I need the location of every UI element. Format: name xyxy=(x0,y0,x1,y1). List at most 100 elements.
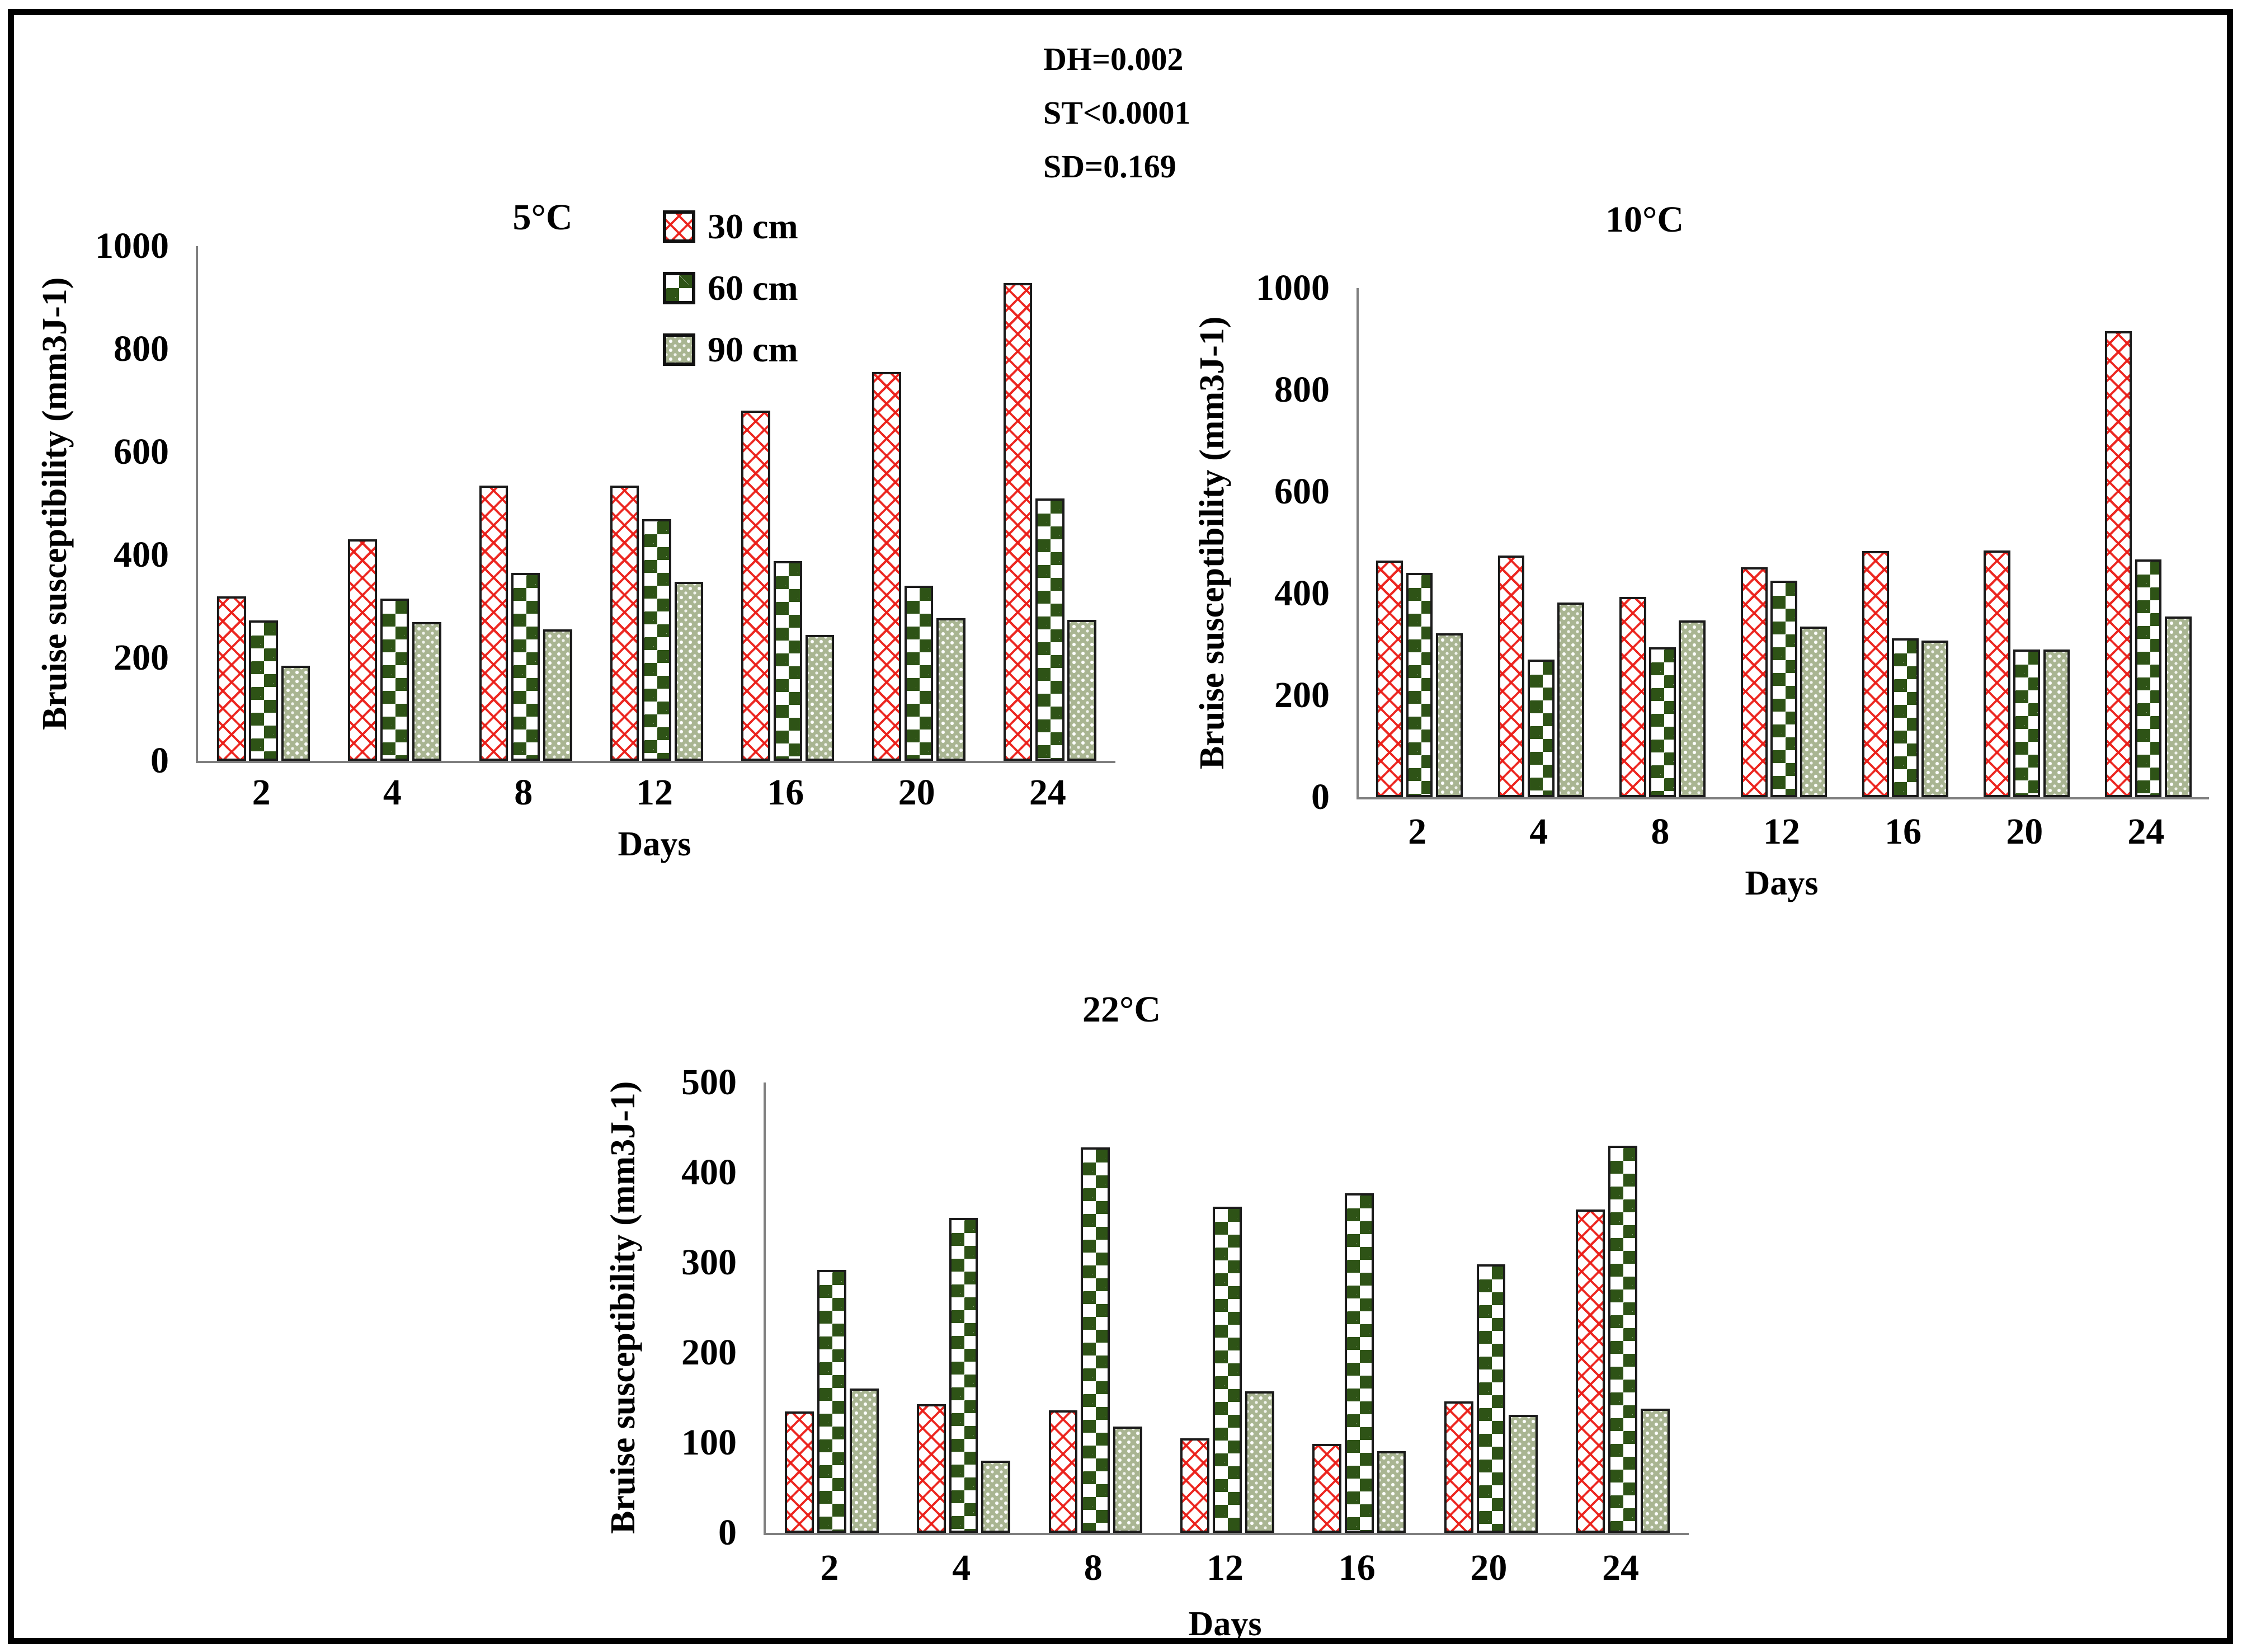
x-tick-label: 8 xyxy=(514,772,533,813)
bar-22°C-day4-60cm xyxy=(949,1217,978,1533)
bar-5°C-day8-60cm xyxy=(511,573,540,761)
chart-title: 10°C xyxy=(1605,199,1684,240)
bar-10°C-day4-60cm xyxy=(1527,660,1555,797)
legend-item-30cm: 30 cm xyxy=(663,206,798,247)
bar-10°C-day16-90cm xyxy=(1921,640,1949,797)
y-tick-label: 200 xyxy=(114,637,169,678)
y-tick-label: 100 xyxy=(681,1422,737,1463)
bar-5°C-day4-60cm xyxy=(380,599,409,761)
bar-10°C-day24-60cm xyxy=(2135,559,2162,797)
legend-swatch-30cm-icon xyxy=(663,210,695,243)
chart-22c: 22°C Bruise susceptibility (mm3J-1) 0 100… xyxy=(593,962,1706,1652)
x-axis-ticks: 2 4 8 12 16 20 24 xyxy=(196,764,1113,815)
bar-22°C-day24-30cm xyxy=(1576,1209,1605,1533)
y-axis-ticks: 0 200 400 600 800 1000 xyxy=(90,228,185,779)
bar-22°C-day20-60cm xyxy=(1476,1264,1506,1533)
bar-10°C-day2-30cm xyxy=(1376,560,1403,797)
bar-10°C-day12-90cm xyxy=(1800,627,1827,797)
legend-label: 60 cm xyxy=(708,268,798,308)
bar-22°C-day4-90cm xyxy=(981,1461,1011,1533)
y-axis-title: Bruise susceptibility (mm3J-1) xyxy=(1193,316,1231,769)
bar-10°C-day8-90cm xyxy=(1679,620,1706,797)
bar-10°C-day8-30cm xyxy=(1619,597,1646,797)
bar-22°C-day20-90cm xyxy=(1509,1415,1538,1533)
x-tick-label: 8 xyxy=(1084,1547,1103,1588)
y-tick-label: 0 xyxy=(150,740,169,781)
bar-10°C-day12-60cm xyxy=(1770,581,1797,797)
legend-item-60cm: 60 cm xyxy=(663,267,798,309)
bar-22°C-day16-90cm xyxy=(1377,1451,1406,1533)
bar-5°C-day2-30cm xyxy=(216,596,246,761)
stats-line-sd: SD=0.169 xyxy=(1043,148,1176,185)
x-tick-label: 20 xyxy=(898,772,935,813)
y-tick-label: 0 xyxy=(718,1512,737,1553)
bar-5°C-day4-30cm xyxy=(348,539,377,761)
bar-10°C-day4-30cm xyxy=(1497,555,1525,797)
bar-5°C-day24-30cm xyxy=(1003,283,1033,761)
legend: 30 cm 60 cm 90 cm xyxy=(663,206,798,390)
bar-22°C-day8-30cm xyxy=(1048,1410,1078,1533)
x-tick-label: 4 xyxy=(383,772,402,813)
bar-22°C-day8-60cm xyxy=(1081,1147,1110,1533)
bar-5°C-day8-90cm xyxy=(543,629,572,761)
x-axis-label: Days xyxy=(618,825,691,863)
bar-22°C-day16-30cm xyxy=(1312,1443,1341,1533)
bar-5°C-day24-90cm xyxy=(1067,619,1097,761)
bar-10°C-day24-90cm xyxy=(2164,616,2192,797)
plot-area xyxy=(1356,288,2209,799)
bar-22°C-day8-90cm xyxy=(1113,1427,1142,1533)
bar-10°C-day2-90cm xyxy=(1435,633,1463,797)
legend-label: 30 cm xyxy=(708,206,798,246)
bar-22°C-day12-30cm xyxy=(1180,1438,1210,1533)
bar-10°C-day4-90cm xyxy=(1557,603,1584,797)
x-tick-label: 12 xyxy=(636,772,673,813)
y-axis-ticks: 0 100 200 300 400 500 xyxy=(657,1064,752,1551)
stats-line-st: ST<0.0001 xyxy=(1043,95,1191,131)
legend-item-90cm: 90 cm xyxy=(663,329,798,370)
bar-10°C-day20-30cm xyxy=(1984,550,2010,797)
y-tick-label: 200 xyxy=(1274,675,1330,716)
legend-swatch-60cm-icon xyxy=(663,272,695,304)
y-tick-label: 500 xyxy=(681,1062,737,1103)
x-tick-label: 12 xyxy=(1763,811,1800,852)
bar-10°C-day24-30cm xyxy=(2105,331,2132,797)
y-tick-label: 300 xyxy=(681,1242,737,1283)
bar-22°C-day20-30cm xyxy=(1444,1401,1473,1533)
bar-10°C-day16-30cm xyxy=(1862,551,1889,797)
legend-swatch-90cm-icon xyxy=(663,333,695,366)
y-tick-label: 800 xyxy=(1274,369,1330,410)
x-tick-label: 4 xyxy=(952,1547,971,1588)
x-tick-label: 24 xyxy=(2127,811,2165,852)
y-tick-label: 600 xyxy=(114,431,169,472)
bar-22°C-day24-90cm xyxy=(1640,1408,1670,1533)
bar-5°C-day16-60cm xyxy=(773,561,803,761)
bar-5°C-day2-60cm xyxy=(249,620,278,761)
bar-10°C-day20-60cm xyxy=(2013,649,2041,797)
x-tick-label: 24 xyxy=(1602,1547,1640,1588)
bar-10°C-day16-60cm xyxy=(1892,638,1919,797)
y-tick-label: 400 xyxy=(114,534,169,575)
bar-10°C-day8-60cm xyxy=(1648,647,1676,797)
x-tick-label: 20 xyxy=(1470,1547,1508,1588)
x-tick-label: 2 xyxy=(1408,811,1427,852)
bar-5°C-day2-90cm xyxy=(281,665,310,761)
bar-5°C-day12-90cm xyxy=(674,581,704,761)
x-axis-label: Days xyxy=(1745,864,1819,902)
y-tick-label: 600 xyxy=(1274,471,1330,512)
bar-10°C-day12-30cm xyxy=(1740,567,1768,797)
chart-title: 22°C xyxy=(1082,989,1161,1030)
stats-annotation: DH=0.002 ST<0.0001 SD=0.169 xyxy=(1043,32,1191,194)
bar-5°C-day24-60cm xyxy=(1035,498,1065,761)
x-tick-label: 24 xyxy=(1029,772,1066,813)
y-tick-label: 400 xyxy=(681,1152,737,1193)
y-axis-ticks: 0 200 400 600 800 1000 xyxy=(1250,270,1345,816)
bar-22°C-day24-60cm xyxy=(1608,1145,1638,1533)
bar-22°C-day16-60cm xyxy=(1344,1193,1374,1533)
x-tick-label: 16 xyxy=(1885,811,1922,852)
bar-5°C-day20-60cm xyxy=(904,586,934,761)
bar-5°C-day4-90cm xyxy=(412,622,441,761)
x-tick-label: 16 xyxy=(767,772,804,813)
stats-line-dh: DH=0.002 xyxy=(1043,41,1184,77)
x-axis-ticks: 2 4 8 12 16 20 24 xyxy=(764,1540,1687,1590)
chart-5c: 5°C Bruise susceptibility (mm3J-1) 0 200 4… xyxy=(22,196,1119,940)
